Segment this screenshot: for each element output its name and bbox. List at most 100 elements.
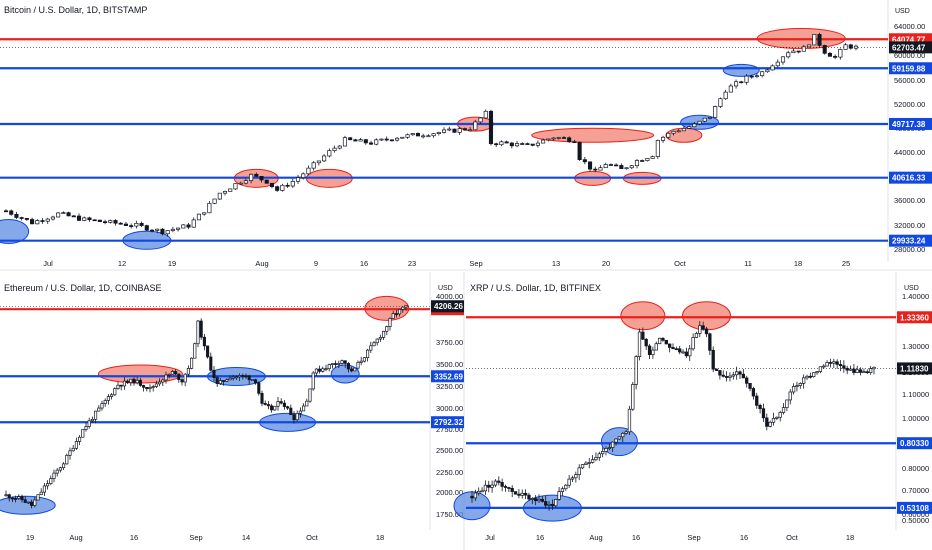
xrp-candle — [557, 491, 561, 500]
eth-candle — [388, 317, 392, 328]
btc-candle — [640, 160, 645, 162]
xrp-x-tick-label: Sep — [687, 533, 700, 542]
btc-y-tick-label: 60000.00 — [894, 51, 925, 60]
btc-candle — [379, 138, 384, 141]
eth-candle — [314, 368, 318, 374]
xrp-candle — [500, 482, 504, 487]
xrp-candle — [765, 417, 769, 427]
xrp-candle — [647, 345, 652, 356]
eth-candle — [135, 379, 139, 384]
btc-candle — [541, 139, 546, 144]
eth-candle — [65, 455, 69, 465]
eth-candle — [391, 313, 395, 319]
eth-candle — [334, 363, 338, 365]
btc-candle — [426, 135, 431, 138]
btc-candle — [66, 212, 71, 217]
xrp-candle — [654, 343, 658, 351]
eth-candle — [39, 491, 43, 496]
eth-candle — [356, 362, 360, 369]
xrp-candle — [667, 343, 672, 348]
xrp-y-tick-label: 0.60000 — [902, 510, 929, 519]
btc-candle — [301, 173, 306, 178]
btc-candle — [593, 168, 598, 171]
eth-y-tick-label: 4000.00 — [436, 292, 463, 301]
eth-candle — [369, 345, 373, 351]
btc-candle — [118, 222, 123, 225]
xrp-candle — [611, 441, 615, 448]
xrp-candle — [540, 498, 544, 502]
btc-candle — [775, 61, 780, 67]
eth-candle — [305, 400, 309, 407]
btc-candle — [363, 139, 368, 144]
eth-x-tick-label: 16 — [130, 533, 138, 542]
btc-y-tick-label: 44000.00 — [894, 148, 925, 157]
eth-y-tick-label: 2750.00 — [436, 425, 463, 434]
btc-x-tick-label: 9 — [314, 259, 318, 268]
eth-candle — [116, 384, 120, 389]
eth-candle — [167, 373, 171, 376]
eth-candle — [148, 387, 152, 390]
btc-candle — [61, 212, 66, 214]
eth-y-tick-label: 3500.00 — [436, 360, 463, 369]
eth-candle — [218, 380, 222, 384]
eth-candle — [324, 368, 328, 371]
xrp-candle — [791, 386, 796, 393]
btc-support-ellipse — [0, 218, 30, 244]
eth-candle — [202, 336, 206, 347]
btc-candle — [765, 69, 770, 73]
btc-candle — [285, 184, 290, 187]
eth-candle — [231, 376, 235, 379]
xrp-candle — [497, 480, 501, 483]
btc-candle — [160, 228, 165, 235]
eth-candle — [257, 382, 261, 394]
xrp-candle — [842, 365, 846, 369]
eth-last-price-label: 4206.26 — [434, 302, 463, 311]
btc-candle — [306, 167, 311, 175]
eth-x-tick-label: 14 — [242, 533, 250, 542]
btc-candle — [87, 217, 92, 221]
xrp-candle — [694, 333, 699, 338]
eth-candle — [52, 472, 56, 479]
btc-candle — [661, 136, 666, 141]
btc-y-tick-label: 32000.00 — [894, 221, 925, 230]
btc-candle — [311, 162, 316, 169]
eth-level-label: 2792.32 — [434, 418, 463, 427]
btc-candle — [535, 142, 540, 146]
xrp-candle — [858, 369, 863, 373]
btc-candle — [556, 137, 561, 139]
eth-level-tag — [431, 370, 464, 383]
xrp-candle — [577, 467, 581, 475]
btc-candle — [56, 212, 61, 218]
xrp-candle — [570, 477, 575, 480]
btc-candle — [113, 220, 118, 224]
btc-candle — [567, 137, 572, 142]
eth-candle — [90, 418, 94, 422]
eth-candle — [110, 394, 114, 397]
xrp-candle — [483, 484, 488, 492]
btc-candle — [447, 128, 452, 131]
btc-support-ellipse — [722, 63, 760, 77]
btc-x-tick-label: Aug — [255, 259, 268, 268]
eth-candle — [362, 357, 366, 362]
eth-last-price-tag — [431, 300, 464, 313]
btc-candle — [603, 164, 608, 169]
btc-level-label: 59159.88 — [892, 64, 926, 73]
eth-candle — [340, 360, 344, 364]
xrp-y-tick-label: 1.30000 — [902, 342, 929, 351]
xrp-candle — [862, 371, 866, 374]
eth-candle — [222, 380, 226, 382]
btc-candle — [30, 219, 35, 225]
eth-candle — [17, 496, 21, 499]
xrp-candle — [768, 421, 772, 427]
xrp-candle — [698, 325, 702, 334]
btc-candle — [614, 164, 619, 167]
eth-candle — [404, 304, 408, 308]
btc-candle — [713, 106, 718, 118]
btc-candle — [400, 136, 405, 139]
xrp-candle — [755, 395, 759, 406]
xrp-candle — [503, 486, 508, 488]
btc-candle — [504, 141, 509, 144]
btc-candle — [14, 214, 19, 218]
btc-candle — [71, 215, 76, 218]
eth-candle — [129, 378, 133, 383]
